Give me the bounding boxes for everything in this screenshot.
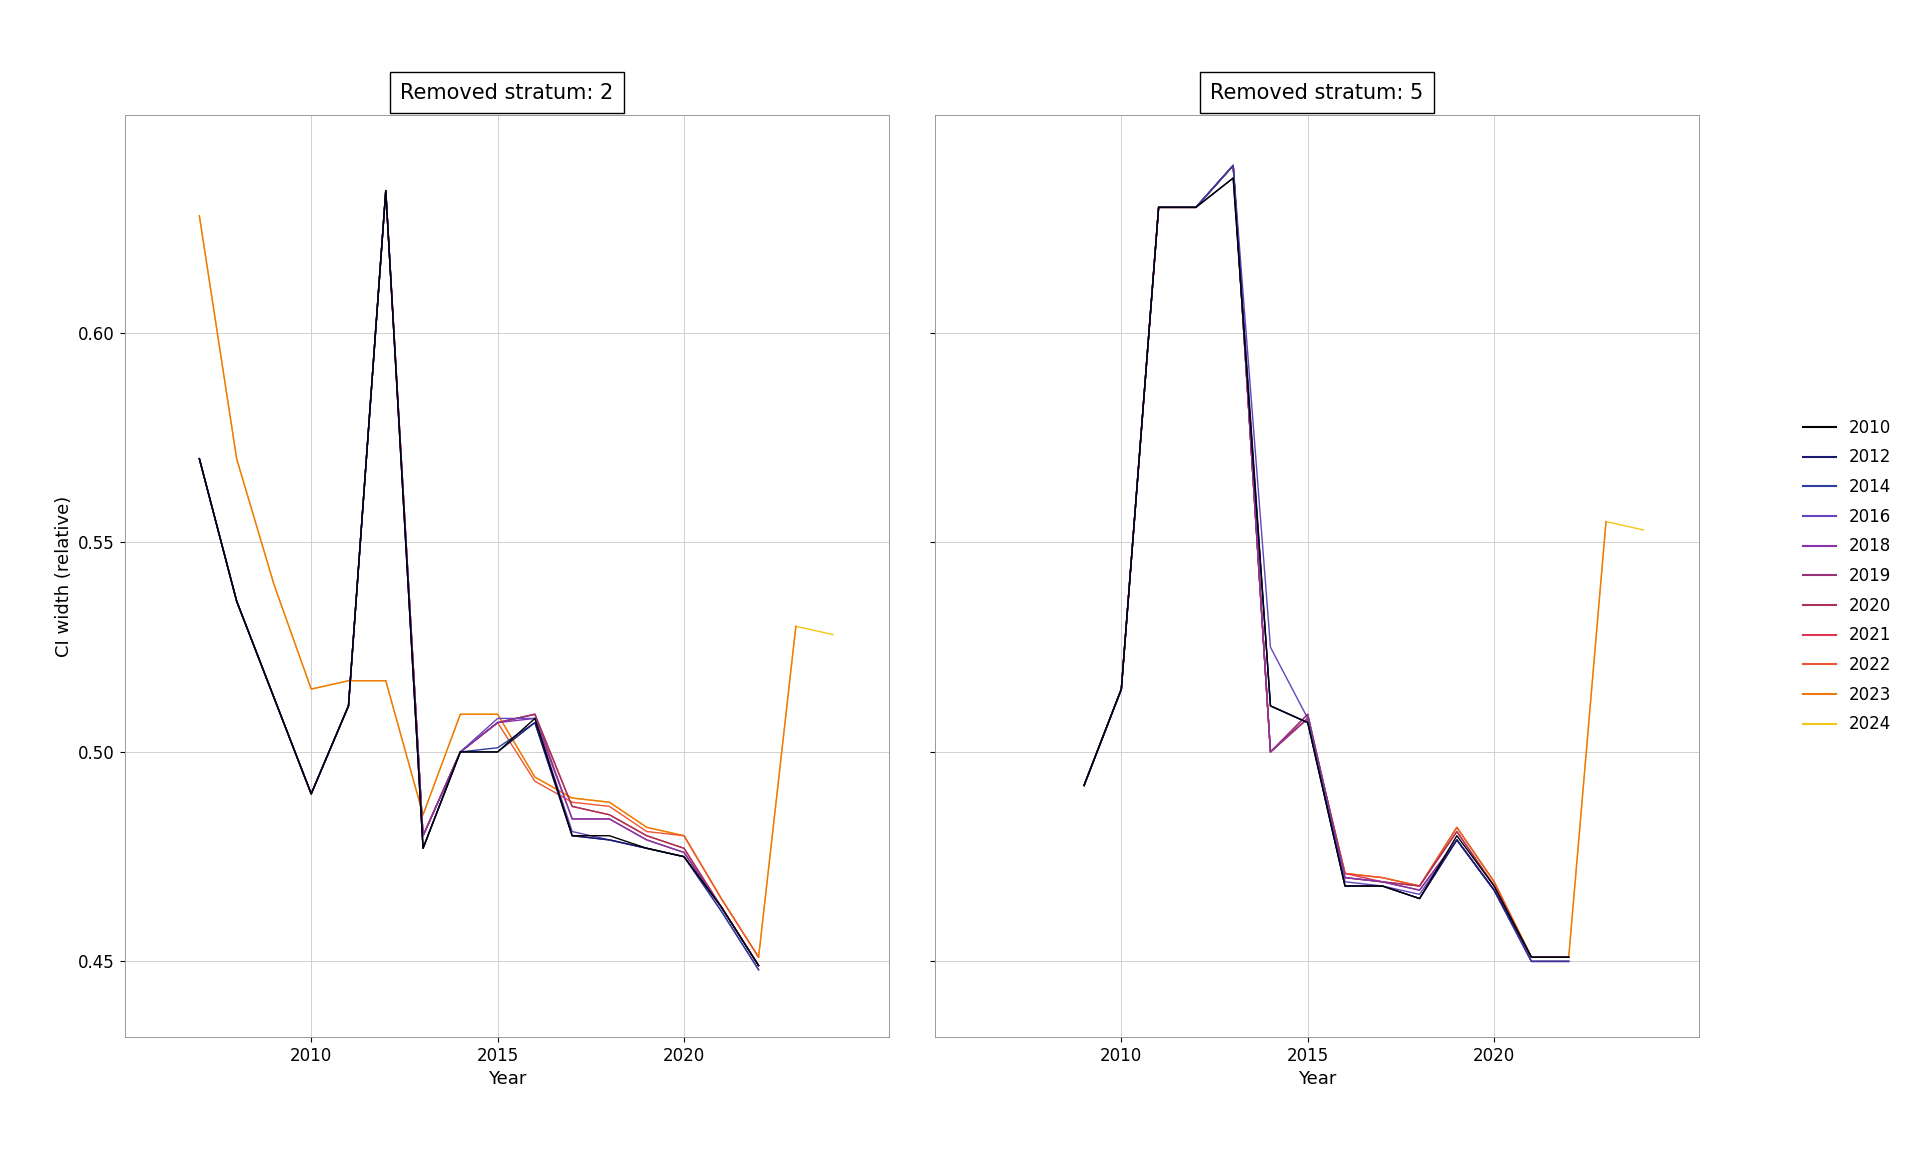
- Legend: 2010, 2012, 2014, 2016, 2018, 2019, 2020, 2021, 2022, 2023, 2024: 2010, 2012, 2014, 2016, 2018, 2019, 2020…: [1795, 412, 1899, 740]
- X-axis label: Year: Year: [488, 1070, 526, 1089]
- X-axis label: Year: Year: [1298, 1070, 1336, 1089]
- Title: Removed stratum: 5: Removed stratum: 5: [1210, 83, 1425, 103]
- Y-axis label: CI width (relative): CI width (relative): [56, 495, 73, 657]
- Title: Removed stratum: 2: Removed stratum: 2: [399, 83, 614, 103]
